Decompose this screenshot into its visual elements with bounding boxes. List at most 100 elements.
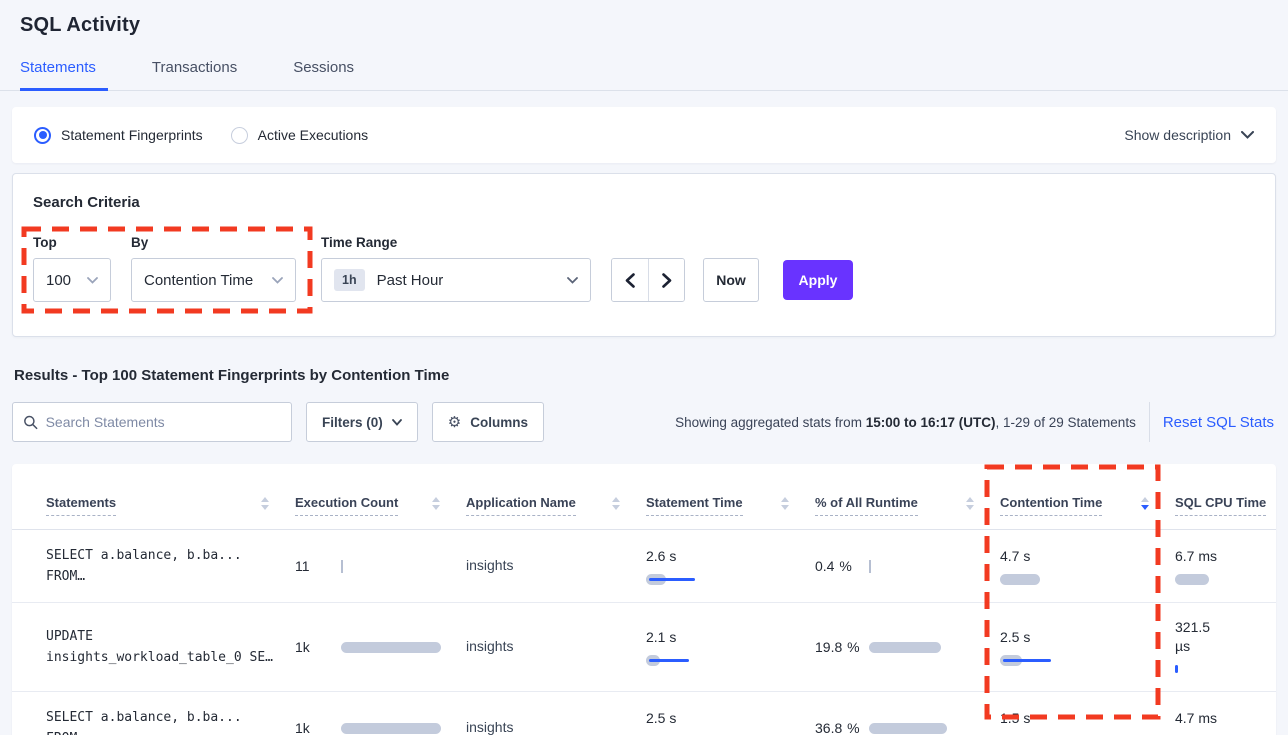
- sort-icon[interactable]: [261, 497, 269, 510]
- cell-value: 1.5 s: [1000, 709, 1031, 726]
- time-range-badge: 1h: [334, 269, 365, 291]
- cell-value: 2.5 s: [1000, 628, 1031, 645]
- value-bar: [341, 641, 443, 654]
- value-with-bar: 2.1 s: [646, 628, 809, 667]
- column-header-pct-of-all-runtime[interactable]: % of All Runtime: [815, 464, 1000, 530]
- value-with-bar: 2.5 s: [646, 709, 809, 735]
- sort-icon[interactable]: [781, 497, 789, 510]
- execution-count-cell: 11: [295, 529, 466, 603]
- statement-cell[interactable]: SELECT a.balance, b.ba... FROM…: [12, 691, 295, 735]
- results-heading: Results - Top 100 Statement Fingerprints…: [14, 367, 450, 384]
- sort-desc-arrow: [612, 505, 620, 510]
- value-with-bar: 11: [295, 557, 460, 576]
- top-value: 100: [46, 271, 72, 289]
- chevron-down-icon: [567, 276, 578, 284]
- filters-button[interactable]: Filters (0): [306, 402, 418, 442]
- view-mode-bar: Statement Fingerprints Active Executions…: [12, 107, 1276, 163]
- tab-transactions[interactable]: Transactions: [151, 59, 238, 76]
- column-header-label: % of All Runtime: [815, 495, 918, 516]
- value-with-bar: 4.7 s: [1000, 547, 1169, 586]
- aggregated-stats-text: Showing aggregated stats from 15:00 to 1…: [675, 414, 1136, 430]
- value-bar: [1175, 663, 1183, 676]
- column-header-statements[interactable]: Statements: [12, 464, 295, 530]
- radio-label: Active Executions: [257, 127, 369, 143]
- radio-active-executions[interactable]: Active Executions: [230, 126, 369, 144]
- value-with-bar: 0.4 %: [815, 557, 994, 576]
- sort-desc-arrow: [432, 505, 440, 510]
- statement-cell[interactable]: UPDATE insights_workload_table_0 SE…: [12, 602, 295, 692]
- column-header-statement-time[interactable]: Statement Time: [646, 464, 815, 530]
- column-header-label: Application Name: [466, 495, 576, 516]
- cell-value: 2.6 s: [646, 547, 677, 564]
- statement-fingerprint-link[interactable]: UPDATE insights_workload_table_0 SE…: [46, 626, 289, 668]
- sort-desc-arrow: [781, 505, 789, 510]
- value-bar: [646, 654, 691, 667]
- value-with-bar: 321.5 µs: [1175, 618, 1270, 676]
- value-with-bar: 2.6 s: [646, 547, 809, 586]
- by-select[interactable]: Contention Time: [131, 258, 296, 302]
- statements-table: Statements Execution Count Application Nam…: [12, 464, 1276, 735]
- pct-runtime-cell: 19.8 %: [815, 602, 1000, 692]
- value-bar: [869, 641, 943, 654]
- filters-label: Filters (0): [322, 414, 383, 430]
- search-statements-input[interactable]: [45, 414, 281, 430]
- sort-asc-arrow: [781, 497, 789, 502]
- statement-fingerprint-link[interactable]: SELECT a.balance, b.ba... FROM…: [46, 707, 289, 735]
- table-header-row: Statements Execution Count Application Nam…: [12, 464, 1276, 530]
- cell-value: 321.5 µs: [1175, 619, 1211, 654]
- bar-gray-segment: [1175, 573, 1209, 585]
- bar-gray-segment: [341, 641, 441, 653]
- sort-icon[interactable]: [966, 497, 974, 510]
- bar-gray-segment: [869, 559, 871, 573]
- bar-gray-segment: [869, 641, 941, 653]
- column-header-contention-time[interactable]: Contention Time: [1000, 464, 1175, 530]
- value-bar: [1000, 573, 1042, 586]
- application-name-value: insights: [466, 638, 514, 654]
- tab-statements[interactable]: Statements: [20, 59, 108, 91]
- by-label: By: [131, 235, 149, 250]
- contention-time-cell: 1.5 s: [1000, 691, 1175, 735]
- bar-gray-segment: [341, 559, 343, 573]
- stats-time-range: 15:00 to 16:17 (UTC): [865, 414, 996, 430]
- execution-count-cell: 1k: [295, 602, 466, 692]
- sort-icon[interactable]: [612, 497, 620, 510]
- sort-icon[interactable]: [432, 497, 440, 510]
- cell-value: 11: [295, 557, 310, 574]
- application-name-value: insights: [466, 719, 514, 735]
- show-description-toggle[interactable]: Show description: [1124, 127, 1254, 143]
- statement-time-cell: 2.5 s: [646, 691, 815, 735]
- cell-value: 19.8 %: [815, 638, 860, 655]
- bar-blue-segment: [649, 658, 689, 662]
- apply-button[interactable]: Apply: [783, 260, 853, 300]
- value-bar: [869, 722, 949, 735]
- radio-statement-fingerprints[interactable]: Statement Fingerprints: [34, 126, 203, 144]
- column-header-sql-cpu-time[interactable]: SQL CPU Time: [1175, 464, 1276, 530]
- table-row: SELECT a.balance, b.ba... FROM… 11 insights…: [12, 529, 1276, 603]
- tab-sessions[interactable]: Sessions: [293, 59, 355, 76]
- sort-asc-arrow: [432, 497, 440, 502]
- column-header-label: Statement Time: [646, 495, 743, 516]
- next-time-button[interactable]: [648, 259, 684, 301]
- value-with-bar: 2.5 s: [1000, 628, 1169, 667]
- prev-time-button[interactable]: [612, 259, 648, 301]
- statement-line: UPDATE: [46, 629, 93, 644]
- value-bar: [341, 559, 345, 573]
- statement-fingerprint-link[interactable]: SELECT a.balance, b.ba... FROM…: [46, 545, 289, 587]
- top-select[interactable]: 100: [33, 258, 111, 302]
- reset-sql-stats-link[interactable]: Reset SQL Stats: [1162, 413, 1274, 431]
- table-body: SELECT a.balance, b.ba... FROM… 11 insights…: [12, 529, 1276, 735]
- column-header-application-name[interactable]: Application Name: [466, 464, 646, 530]
- sort-icon[interactable]: [1141, 497, 1149, 510]
- bar-blue-segment: [649, 577, 695, 581]
- statement-cell[interactable]: SELECT a.balance, b.ba... FROM…: [12, 529, 295, 603]
- value-with-bar: 1.5 s: [1000, 709, 1169, 735]
- application-name-cell: insights: [466, 602, 646, 692]
- sql-cpu-time-cell: 4.7 ms: [1175, 691, 1276, 735]
- now-button[interactable]: Now: [703, 258, 759, 302]
- time-range-label: Time Range: [321, 235, 398, 250]
- columns-button[interactable]: ⚙ Columns: [431, 402, 544, 442]
- top-label: Top: [33, 235, 57, 250]
- time-range-select[interactable]: 1h Past Hour: [321, 258, 591, 302]
- column-header-execution-count[interactable]: Execution Count: [295, 464, 466, 530]
- chevron-left-icon: [625, 272, 635, 288]
